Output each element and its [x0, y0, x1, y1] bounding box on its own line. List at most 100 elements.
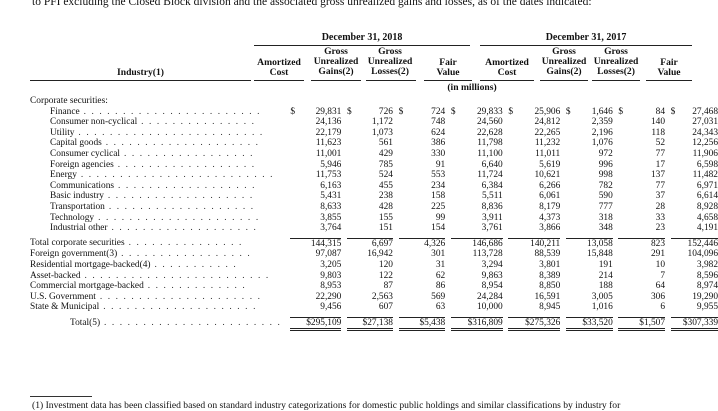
- value-cell: 291: [618, 249, 665, 260]
- value-cell: 9,863: [451, 271, 503, 282]
- value-text: 6,384: [481, 180, 503, 191]
- dot-leader: . . . . . . . . . . . . . . . . . .: [114, 180, 257, 191]
- value-cell: 19,290: [671, 292, 718, 303]
- value-text: 22,290: [315, 291, 342, 302]
- value-cell: 330: [399, 149, 445, 160]
- value-text: 972: [598, 148, 613, 159]
- col-gains-2017: Gross Unrealized Gains(2): [541, 46, 587, 77]
- value-cell: $275,326: [508, 316, 561, 332]
- value-text: 6,614: [696, 191, 718, 202]
- dot-leader: . . . . . . . . . . . . . . . . . . . . …: [94, 212, 260, 223]
- value-text: 6,598: [696, 159, 718, 170]
- row-label: Total(5) . . . . . . . . . . . . . . . .…: [30, 317, 290, 330]
- value-cell: 3,764: [290, 223, 341, 234]
- value-cell: 11,482: [671, 170, 718, 181]
- value-text: 3,764: [320, 223, 342, 234]
- table-row: Finance . . . . . . . . . . . . . . . . …: [30, 107, 718, 118]
- value-cell: 2,196: [566, 128, 613, 139]
- header-rule-7: [540, 80, 588, 81]
- value-cell: 306: [618, 292, 665, 303]
- value-cell: 6,163: [290, 181, 341, 192]
- value-text: 22,179: [315, 127, 342, 138]
- value-cell: 99: [399, 213, 445, 224]
- value-text: 137: [650, 170, 666, 181]
- value-cell: 17: [618, 160, 665, 171]
- value-cell: 11,011: [508, 149, 560, 160]
- value-text: $5,438: [419, 317, 446, 328]
- table-row: Consumer cyclical . . . . . . . . . . . …: [30, 149, 718, 160]
- value-cell: $1,646: [566, 107, 613, 118]
- value-cell: $25,906: [508, 107, 560, 118]
- value-cell: 13,058: [565, 237, 613, 250]
- value-cell: 8,953: [290, 281, 341, 292]
- dot-leader: . . . . . . . . . . . . . . . . .: [120, 148, 255, 159]
- value-cell: 140,211: [508, 237, 561, 250]
- value-text: 1,016: [591, 302, 613, 313]
- value-cell: $27,138: [346, 316, 393, 332]
- year-rule-2017: [480, 45, 692, 46]
- value-text: 2,196: [591, 127, 613, 138]
- value-cell: 151: [347, 223, 393, 234]
- value-cell: 11,100: [451, 149, 502, 160]
- value-text: 62: [435, 270, 446, 281]
- value-cell: 16,591: [508, 292, 560, 303]
- row-label: Residential mortgage-backed(4) . . . . .…: [30, 260, 290, 271]
- dot-leader: . . . . . . . . . . . . . . . . . . . .: [101, 138, 260, 149]
- table-row: U.S. Government . . . . . . . . . . . . …: [30, 292, 718, 303]
- value-cell: 31: [399, 260, 445, 271]
- value-cell: 152,446: [670, 237, 718, 250]
- header-rule-1: [30, 80, 251, 81]
- table-row: Residential mortgage-backed(4) . . . . .…: [30, 260, 718, 271]
- dot-leader: . . . . . . . . . . . . .: [143, 281, 247, 292]
- value-cell: 1,073: [347, 128, 393, 139]
- section-label: Corporate securities:: [30, 96, 108, 106]
- value-text: 225: [431, 201, 446, 212]
- value-cell: 24,812: [508, 117, 560, 128]
- value-text: 88,539: [534, 249, 561, 260]
- value-text: 348: [598, 223, 613, 234]
- value-text: 6,971: [696, 180, 718, 191]
- value-cell: 8,974: [671, 281, 718, 292]
- value-text: 782: [598, 180, 613, 191]
- value-text: 4,658: [696, 212, 718, 223]
- value-text: 748: [431, 117, 446, 128]
- value-text: 3,005: [591, 291, 613, 302]
- value-cell: 12,256: [671, 138, 718, 149]
- units-label: (in millions): [447, 82, 497, 93]
- dot-leader: . . . . . . . . . . . . . . . . . . .: [103, 191, 254, 202]
- col-gains-2018: Gross Unrealized Gains(2): [313, 46, 359, 77]
- value-cell: 9,456: [290, 302, 341, 313]
- value-text: 553: [431, 170, 446, 181]
- value-text: 7: [660, 270, 666, 281]
- dot-leader: . . . . . . . . . . . . . . . . . . .: [104, 201, 255, 212]
- value-cell: 1,076: [566, 138, 613, 149]
- value-text: 19,290: [692, 291, 718, 302]
- value-text: 11,001: [315, 148, 342, 159]
- value-text: 6,266: [539, 180, 561, 191]
- value-text: $33,520: [582, 317, 613, 328]
- value-cell: $1,507: [618, 316, 666, 332]
- value-cell: 11,753: [290, 170, 341, 181]
- value-text: 5,619: [539, 159, 561, 170]
- value-cell: 5,431: [290, 191, 341, 202]
- value-text: 10,621: [534, 170, 561, 181]
- table-row: Energy . . . . . . . . . . . . . . . . .…: [30, 170, 718, 181]
- row-label-text: Residential mortgage-backed(4): [30, 259, 151, 270]
- value-text: 113,728: [472, 249, 503, 260]
- value-cell: 23: [618, 223, 665, 234]
- table-row: Technology . . . . . . . . . . . . . . .…: [30, 213, 718, 224]
- value-cell: 8,850: [508, 281, 560, 292]
- value-text: 140,211: [530, 238, 561, 249]
- col-fair-2018: Fair Value: [436, 57, 460, 78]
- value-cell: 104,096: [671, 249, 718, 260]
- col-amortized-2017: Amortized Cost: [485, 57, 529, 78]
- value-cell: 428: [347, 202, 393, 213]
- value-cell: 52: [618, 138, 665, 149]
- row-header: Industry(1): [117, 67, 164, 78]
- value-text: 726: [378, 106, 393, 117]
- value-text: 24,284: [476, 291, 503, 302]
- value-cell: 118: [618, 128, 665, 139]
- value-text: 455: [378, 180, 393, 191]
- value-text: 11,623: [315, 138, 342, 149]
- value-cell: 15,848: [566, 249, 613, 260]
